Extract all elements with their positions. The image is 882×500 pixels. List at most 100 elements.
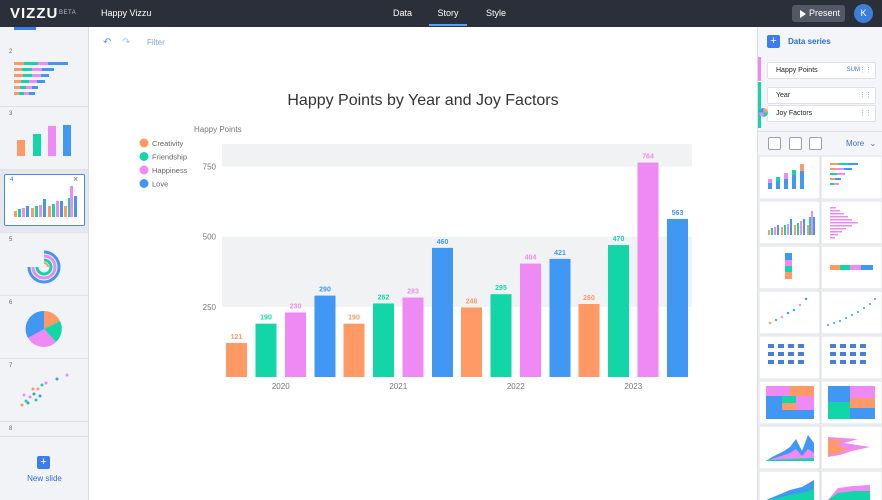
close-icon[interactable]: × <box>73 174 79 184</box>
right-panel: + Data series Happy Points SUM ⋮⋮ Year ⋮… <box>757 27 882 500</box>
bar[interactable] <box>608 245 629 377</box>
grid-band <box>222 144 692 167</box>
preset-stacked-horizontal-bars[interactable] <box>820 155 882 200</box>
slide-6[interactable]: 6 <box>0 296 88 359</box>
bar[interactable] <box>343 323 365 377</box>
slide-4[interactable]: 4 × <box>0 170 88 233</box>
bar[interactable] <box>432 247 453 377</box>
preset-dot-grid-2[interactable] <box>820 335 882 380</box>
channel-year[interactable]: Year ⋮⋮ <box>767 87 876 104</box>
bar[interactable] <box>520 263 541 377</box>
bar-value-label: 230 <box>290 303 302 310</box>
download-icon[interactable] <box>789 137 802 150</box>
bar[interactable] <box>549 258 571 377</box>
bar[interactable] <box>373 303 394 377</box>
more-label: More <box>846 139 865 148</box>
slide-5[interactable]: 5 <box>0 233 88 296</box>
app-logo[interactable]: VIZZU <box>10 5 59 22</box>
undo-icon[interactable]: ↶ <box>103 37 112 48</box>
legend-marker <box>139 138 149 148</box>
channel-happy-points[interactable]: Happy Points SUM ⋮⋮ <box>767 62 876 79</box>
aggregate-badge[interactable]: SUM <box>846 67 860 73</box>
export-icon[interactable] <box>809 137 822 150</box>
channel-label: Joy Factors <box>776 110 813 117</box>
preset-stacked-bars[interactable] <box>758 155 821 200</box>
slide-number: 2 <box>9 49 13 55</box>
play-icon <box>800 10 806 18</box>
color-wheel-icon[interactable] <box>759 108 768 117</box>
preset-treemap-2[interactable] <box>820 380 882 425</box>
main-canvas: ↶ ↷ Filter Happy Points by Year and Joy … <box>90 27 756 500</box>
y-axis-label: Happy Points <box>194 125 242 134</box>
slide-2[interactable]: 2 <box>0 45 88 107</box>
present-button[interactable]: Present <box>792 5 845 22</box>
bar[interactable] <box>490 294 512 377</box>
preset-single-horizontal-stacked-bar[interactable] <box>820 245 882 290</box>
legend-label: Love <box>152 180 168 189</box>
y-axis-ticks: 250 500 750 <box>203 162 217 311</box>
beta-badge: BETA <box>59 10 77 16</box>
bar[interactable] <box>226 343 247 377</box>
tab-story[interactable]: Story <box>429 8 467 26</box>
slide-7[interactable]: 7 <box>0 359 88 422</box>
preset-single-stacked-bar[interactable] <box>758 245 821 290</box>
filter-button[interactable]: Filter <box>147 38 165 47</box>
preset-stream[interactable] <box>758 470 821 500</box>
bar-value-label: 404 <box>525 255 537 262</box>
bar[interactable] <box>578 304 600 377</box>
slide-3[interactable]: 3 <box>0 107 88 170</box>
bar-value-label: 290 <box>319 287 331 294</box>
project-title[interactable]: Happy Vizzu <box>101 8 152 18</box>
preset-horizontal-area[interactable] <box>820 425 882 470</box>
channel-joy-factors[interactable]: Joy Factors ⋮⋮ <box>767 105 876 122</box>
new-slide-label: New slide <box>27 474 62 483</box>
drag-handle-icon[interactable]: ⋮⋮ <box>859 110 872 117</box>
preset-treemap[interactable] <box>758 380 821 425</box>
bar[interactable] <box>314 295 336 377</box>
bar[interactable] <box>255 323 277 377</box>
legend-marker <box>139 179 149 188</box>
drag-handle-icon[interactable]: ⋮⋮ <box>859 67 872 74</box>
plus-icon: + <box>37 456 50 469</box>
preset-dot-grid[interactable] <box>758 335 821 380</box>
slide-2-thumbnail <box>14 62 68 95</box>
more-button[interactable]: More ⌄ <box>846 139 876 148</box>
chevron-down-icon: ⌄ <box>869 139 877 148</box>
chart-preset-gallery <box>758 155 882 500</box>
tab-data[interactable]: Data <box>393 8 413 18</box>
slide-6-thumbnail <box>25 310 62 347</box>
add-data-series-icon[interactable]: + <box>767 35 780 48</box>
x-tick-label: 2020 <box>272 382 290 391</box>
y-tick-label: 500 <box>203 233 217 242</box>
swap-axes-icon[interactable] <box>768 137 781 150</box>
bar[interactable] <box>637 162 659 377</box>
bar[interactable] <box>461 307 482 377</box>
tab-style[interactable]: Style <box>486 8 507 18</box>
slide-number: 3 <box>9 111 13 117</box>
preset-scatter[interactable] <box>758 290 821 335</box>
top-bar: VIZZU BETA Happy Vizzu Data Story Style … <box>0 0 882 27</box>
bar-value-label: 764 <box>642 154 654 161</box>
preset-grouped-bars[interactable] <box>758 200 821 245</box>
bar[interactable] <box>402 297 424 377</box>
x-tick-label: 2021 <box>389 382 407 391</box>
preset-stream-2[interactable] <box>820 470 882 500</box>
slide-8[interactable]: 8 <box>0 422 88 436</box>
redo-icon[interactable]: ↷ <box>122 37 131 48</box>
preset-area[interactable] <box>758 425 821 470</box>
y-tick-label: 250 <box>203 303 217 312</box>
preset-horizontal-bars[interactable] <box>820 200 882 245</box>
legend-label: Creativity <box>152 139 184 148</box>
avatar[interactable]: K <box>854 4 873 23</box>
preset-line-scatter[interactable] <box>820 290 882 335</box>
bar[interactable] <box>667 218 688 377</box>
new-slide-button[interactable]: + New slide <box>0 436 88 500</box>
data-series-label[interactable]: Data series <box>788 37 831 46</box>
slide-number: 8 <box>9 426 13 432</box>
bar-value-label: 248 <box>466 298 478 305</box>
slide-1-thumbnail-remnant <box>14 27 36 30</box>
drag-handle-icon[interactable]: ⋮⋮ <box>859 92 872 99</box>
channel-label: Year <box>776 92 791 99</box>
bar[interactable] <box>285 312 306 377</box>
channel-label: Happy Points <box>776 67 818 74</box>
